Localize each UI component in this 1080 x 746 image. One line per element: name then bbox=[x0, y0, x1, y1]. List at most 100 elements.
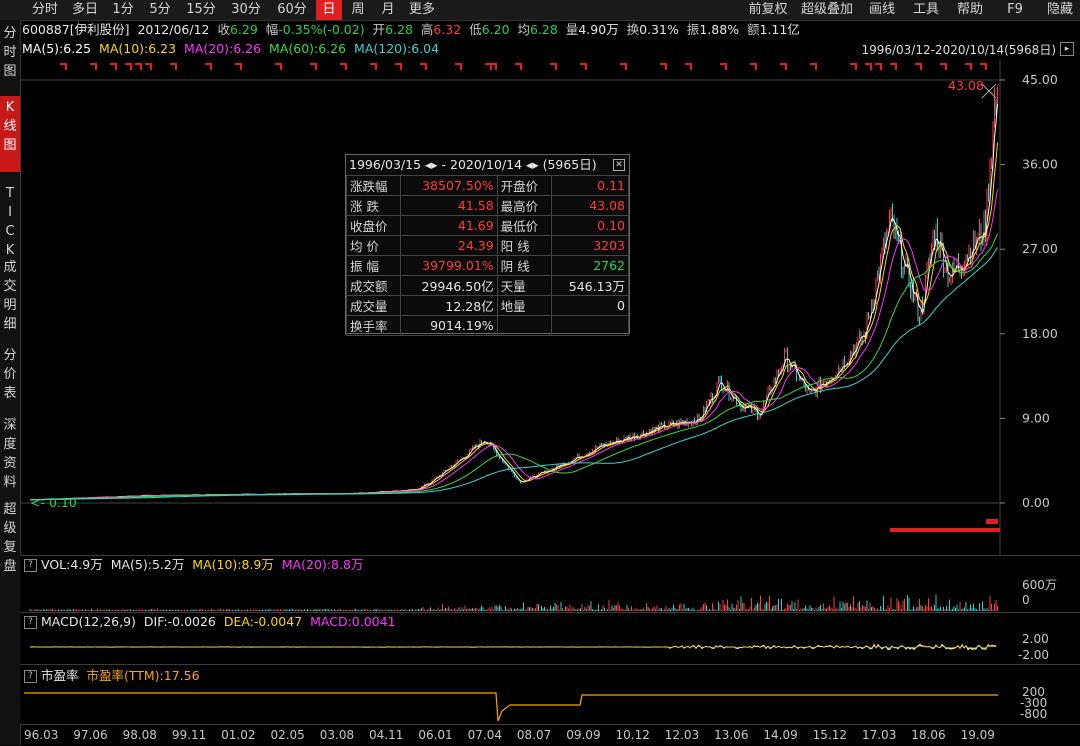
interval-stats-panel: 1996/03/15 ◂▸ - 2020/10/14 ◂▸ (5965日) ✕ … bbox=[345, 154, 630, 336]
stats-label: 最高价 bbox=[496, 195, 552, 216]
avg-label: 均 bbox=[517, 22, 530, 37]
macd-dea-line bbox=[29, 644, 997, 650]
dividend-marker bbox=[135, 63, 142, 70]
date-range-label[interactable]: 1996/03/12-2020/10/14(5968日) bbox=[861, 43, 1056, 57]
kline-chart-pane[interactable]: 45.00 36.00 27.00 18.00 9.00 0.00 43.08 <- 0.10 bbox=[20, 60, 1080, 570]
hide-button[interactable]: 隐藏 bbox=[1046, 2, 1073, 17]
tab-1min[interactable]: 1分 bbox=[112, 2, 134, 17]
stats-label: 涨 跌 bbox=[345, 195, 402, 216]
ma120-label: MA(120):6.04 bbox=[354, 41, 440, 56]
dividend-marker bbox=[850, 63, 857, 70]
tab-more[interactable]: 更多 bbox=[408, 2, 435, 17]
sidebar-item-intraday-chart[interactable]: 分 时 图 bbox=[3, 26, 17, 79]
super-overlay-button[interactable]: 超级叠加 bbox=[800, 2, 853, 17]
tab-intraday[interactable]: 分时 bbox=[31, 2, 58, 17]
volume-bars bbox=[29, 594, 998, 611]
macd-dea: DEA:-0.0047 bbox=[223, 614, 303, 629]
stats-title: 1996/03/15 ◂▸ - 2020/10/14 ◂▸ (5965日) bbox=[349, 157, 597, 172]
sidebar-item-price-table[interactable]: 分 价 表 bbox=[3, 348, 17, 401]
dividend-marker bbox=[865, 63, 872, 70]
dividend-marker bbox=[145, 63, 152, 70]
stats-close-icon[interactable]: ✕ bbox=[613, 159, 625, 171]
sidebar-item-tick[interactable]: T I C K bbox=[5, 186, 15, 258]
pe-axis-mid: -300 bbox=[1020, 696, 1048, 710]
amount-value: 1.11亿 bbox=[759, 22, 800, 37]
quote-date: 2012/06/12 bbox=[137, 22, 210, 37]
stats-label: 收盘价 bbox=[345, 215, 402, 236]
dividend-marker bbox=[940, 63, 947, 70]
tools-button[interactable]: 工具 bbox=[912, 2, 939, 17]
tab-30min[interactable]: 30分 bbox=[231, 2, 261, 17]
stats-row: 涨跌幅 38507.50% 开盘价 0.11 bbox=[345, 175, 630, 196]
tab-daily[interactable]: 日 bbox=[316, 0, 342, 20]
dividend-marker bbox=[875, 63, 882, 70]
stats-value: 24.39 bbox=[400, 235, 498, 256]
stats-label: 换手率 bbox=[345, 315, 402, 336]
pe-ttm: 市盈率(TTM):17.56 bbox=[86, 668, 200, 683]
stats-value: 29946.50亿 bbox=[400, 275, 498, 296]
low-value: 6.20 bbox=[481, 22, 510, 37]
dividend-marker bbox=[685, 63, 692, 70]
volume-pane[interactable]: ? VOL:4.9万 MA(5):5.2万 MA(10):8.9万 MA(20):… bbox=[20, 555, 1080, 613]
volume-value-label: VOL:4.9万 bbox=[41, 557, 103, 572]
date-tick-label: 97.06 bbox=[73, 728, 108, 742]
macd-pane[interactable]: ? MACD(12,26,9) DIF:-0.0026 DEA:-0.0047 M… bbox=[20, 612, 1080, 665]
volume-axis-min: 0 bbox=[1022, 593, 1030, 607]
dividend-marker bbox=[780, 63, 787, 70]
macd-axis-min: -2.00 bbox=[1018, 648, 1050, 662]
date-tick-label: 09.09 bbox=[566, 728, 601, 742]
event-marker-flag bbox=[986, 519, 998, 524]
dividend-marker bbox=[370, 63, 377, 70]
dividend-marker bbox=[750, 63, 757, 70]
stats-value: 38507.50% bbox=[400, 175, 498, 196]
stock-code: 600887[伊利股份] bbox=[22, 22, 130, 37]
price-axis-label: 36.00 bbox=[1022, 157, 1058, 172]
volume-help-icon[interactable]: ? bbox=[24, 559, 37, 572]
date-tick-label: 18.06 bbox=[911, 728, 946, 742]
macd-help-icon[interactable]: ? bbox=[24, 616, 37, 629]
volume-axis-max: 600万 bbox=[1022, 578, 1057, 592]
dividend-marker bbox=[110, 63, 117, 70]
range-toggle-icon[interactable]: ▸ bbox=[1060, 42, 1074, 56]
forward-adjust-button[interactable]: 前复权 bbox=[748, 2, 788, 17]
date-tick-label: 12.03 bbox=[664, 728, 700, 742]
dividend-marker bbox=[915, 63, 922, 70]
stats-label: 振 幅 bbox=[345, 255, 402, 276]
tab-monthly[interactable]: 月 bbox=[381, 2, 395, 17]
sidebar-item-kline-chart[interactable]: K 线 图 bbox=[0, 96, 20, 172]
stats-value: 2762 bbox=[550, 255, 630, 276]
pe-pane[interactable]: ? 市盈率 市盈率(TTM):17.56 200 -300 -800 bbox=[20, 664, 1080, 723]
tab-weekly[interactable]: 周 bbox=[351, 2, 365, 17]
left-sidebar: 分 时 图 K 线 图 T I C K 成 交 明 细 分 价 表 深 度 资 … bbox=[0, 20, 21, 745]
max-price-label: 43.08 bbox=[948, 78, 984, 93]
stats-label: 均 价 bbox=[345, 235, 402, 256]
tab-15min[interactable]: 15分 bbox=[186, 2, 216, 17]
dividend-marker bbox=[310, 63, 317, 70]
date-tick-label: 19.09 bbox=[960, 728, 995, 742]
tab-multi-day[interactable]: 多日 bbox=[71, 2, 98, 17]
stats-label: 成交额 bbox=[345, 275, 402, 296]
pe-axis-bottom: -800 bbox=[1020, 707, 1048, 721]
sidebar-item-super-replay[interactable]: 超 级 复 盘 bbox=[3, 502, 17, 574]
macd-value: MACD:0.0041 bbox=[310, 614, 396, 629]
dividend-marker bbox=[455, 63, 462, 70]
sidebar-item-deep-info[interactable]: 深 度 资 料 bbox=[3, 418, 17, 490]
dividend-marker bbox=[810, 63, 817, 70]
date-tick-label: 98.08 bbox=[122, 728, 157, 742]
tab-5min[interactable]: 5分 bbox=[149, 2, 171, 17]
open-label: 开 bbox=[372, 22, 386, 37]
stats-label: 最低价 bbox=[496, 215, 552, 236]
f9-button[interactable]: F9 bbox=[1007, 2, 1023, 17]
sidebar-item-trade-details[interactable]: 成 交 明 细 bbox=[3, 260, 17, 332]
help-button[interactable]: 帮助 bbox=[956, 2, 983, 17]
ma5-label: MA(5):6.25 bbox=[22, 41, 92, 56]
max-marker-icon bbox=[981, 83, 997, 99]
min-price-label: <- 0.10 bbox=[30, 495, 77, 510]
dividend-marker bbox=[170, 63, 177, 70]
tab-60min[interactable]: 60分 bbox=[277, 2, 307, 17]
dividend-marker bbox=[550, 63, 557, 70]
stats-label: 阴 线 bbox=[496, 255, 552, 276]
dividend-marker bbox=[205, 63, 212, 70]
draw-line-button[interactable]: 画线 bbox=[868, 2, 895, 17]
pe-help-icon[interactable]: ? bbox=[24, 670, 37, 683]
